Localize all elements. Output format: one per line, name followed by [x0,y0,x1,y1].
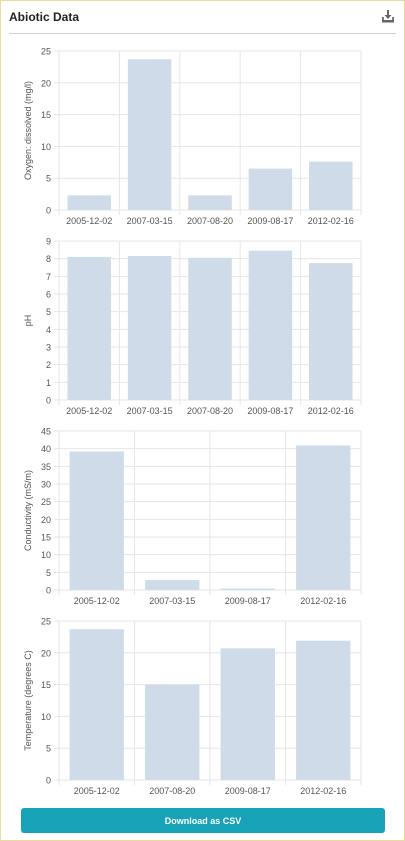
x-tick-label: 2007-08-20 [187,406,233,416]
temperature-chart: 0 5 10 15 20 25 2005-12-02 2007-08-20 2009-08-17… [23,617,362,796]
bar [69,451,124,590]
y-tick-label: 3 [46,343,51,353]
header-divider [9,33,396,34]
y-tick-label: 5 [46,568,51,578]
y-axis-label: pH [23,315,33,327]
x-tick-label: 2007-03-15 [149,596,195,606]
y-tick-label: 0 [46,776,51,786]
x-tick-label: 2012-02-16 [300,596,346,606]
y-tick-label: 20 [41,515,51,525]
x-tick-label: 2005-12-02 [66,216,112,226]
x-tick-label: 2012-02-16 [300,786,346,796]
y-tick-label: 5 [46,174,51,184]
y-tick-label: 5 [46,307,51,317]
x-tick-label: 2007-03-15 [127,406,173,416]
x-tick-label: 2007-08-20 [187,216,233,226]
y-tick-label: 0 [46,586,51,596]
y-tick-label: 4 [46,325,51,335]
ph-chart: 0 1 2 3 4 5 6 7 8 9 2005-12-02 2007-03-15 2007-08-20… [23,237,362,416]
bar [309,263,353,400]
bar [309,161,353,210]
y-tick-label: 0 [46,206,51,216]
y-axis-label: Temperature (degrees C) [23,650,33,751]
bar [127,59,172,210]
y-tick-label: 1 [46,378,51,388]
y-tick-label: 20 [41,648,51,658]
panel-title: Abiotic Data [9,10,80,24]
conductivity-chart: 0 5 10 15 20 25 30 35 40 45 2005-12-02 2007-03-15 20… [23,427,362,606]
y-tick-label: 25 [41,617,51,627]
bar [296,640,351,780]
y-tick-label: 10 [41,142,51,152]
y-tick-label: 15 [41,533,51,543]
y-tick-label: 10 [41,550,51,560]
bar [145,684,200,780]
x-tick-label: 2009-08-17 [247,406,293,416]
download-icon[interactable] [380,8,396,24]
bar [127,256,172,400]
x-tick-label: 2007-03-15 [127,216,173,226]
bar [220,648,275,780]
bar [248,250,293,400]
download-csv-button[interactable]: Download as CSV [21,808,385,833]
x-tick-label: 2009-08-17 [225,786,271,796]
y-tick-label: 20 [41,78,51,88]
y-tick-label: 15 [41,110,51,120]
y-tick-label: 35 [41,462,51,472]
y-tick-label: 7 [46,272,51,282]
bar [248,168,293,210]
y-tick-label: 2 [46,360,51,370]
y-tick-label: 25 [41,497,51,507]
bar [296,445,351,590]
y-tick-label: 6 [46,290,51,300]
oxygen-chart: 0 5 10 15 20 25 2005-12-02 2007-03-15 2007-08-20… [23,47,362,226]
y-tick-label: 30 [41,480,51,490]
bar [67,256,111,400]
x-tick-label: 2009-08-17 [225,596,271,606]
x-tick-label: 2005-12-02 [66,406,112,416]
x-tick-label: 2005-12-02 [74,596,120,606]
x-tick-label: 2009-08-17 [247,216,293,226]
y-tick-label: 9 [46,237,51,247]
y-tick-label: 10 [41,712,51,722]
y-tick-label: 45 [41,427,51,437]
bar [145,580,200,590]
y-axis-label: Oxygen: dissolved (mg/l) [23,81,33,180]
x-tick-label: 2007-08-20 [149,786,195,796]
y-tick-label: 25 [41,47,51,57]
y-tick-label: 0 [46,396,51,406]
bar [69,629,124,780]
x-tick-label: 2005-12-02 [74,786,120,796]
bar [220,588,275,590]
x-tick-label: 2012-02-16 [308,406,354,416]
x-tick-label: 2012-02-16 [308,216,354,226]
bar [188,195,232,210]
panel-header: Abiotic Data [1,1,404,35]
y-axis-label: Conductivity (mS/m) [23,470,33,551]
y-tick-label: 8 [46,254,51,264]
y-tick-label: 15 [41,680,51,690]
bar [188,257,232,400]
bar [67,195,111,210]
y-tick-label: 40 [41,444,51,454]
y-tick-label: 5 [46,744,51,754]
